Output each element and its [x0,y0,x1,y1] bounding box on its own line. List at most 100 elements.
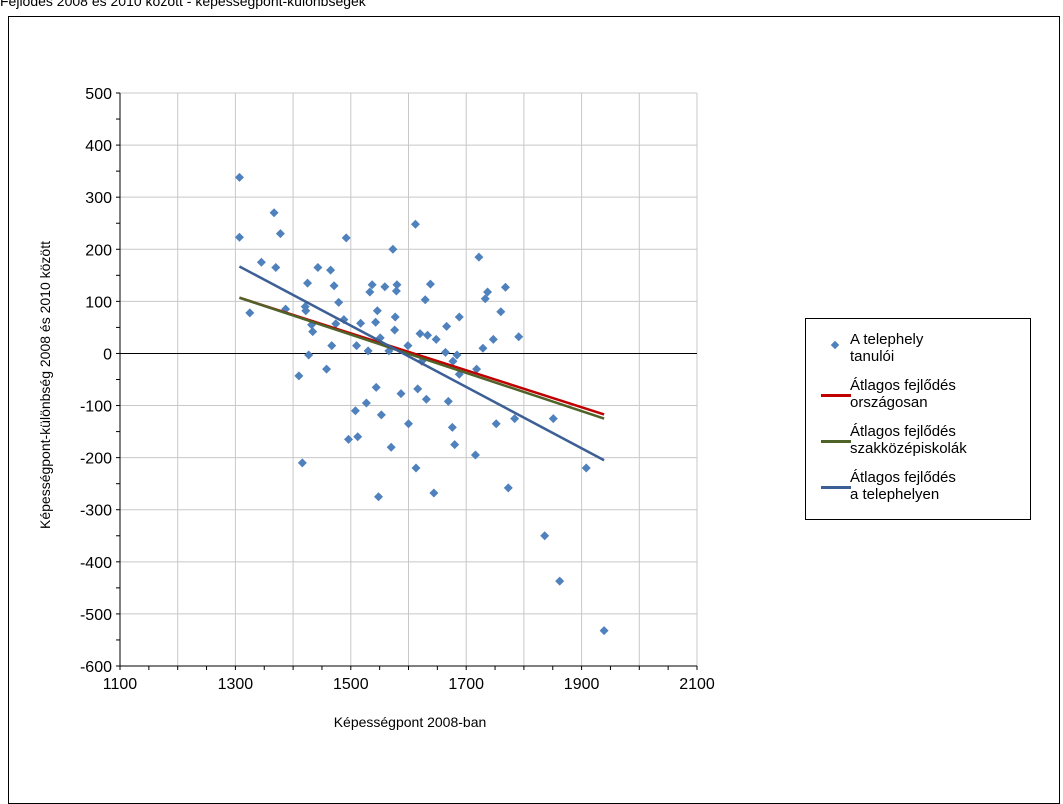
x-tick-label: 1300 [218,676,254,693]
y-axis-label: Képességpont-különbség 2008 és 2010 közö… [37,241,53,529]
data-point [350,406,360,416]
y-tick-label: -500 [80,607,112,624]
y-tick-label: -600 [80,659,112,676]
trend-line [239,296,605,420]
legend: A telephely tanulói Átlagos fejlődés ors… [805,318,1031,520]
data-point [510,414,520,424]
axes [116,92,698,670]
data-point [367,280,377,290]
y-tick-label: -300 [80,503,112,520]
data-point [304,350,314,360]
data-point [470,450,480,460]
data-point [448,356,458,366]
data-point [303,278,313,288]
x-tick-labels: 1100 1300 1500 1700 1900 2100 [103,676,715,693]
data-point [442,321,452,331]
data-point [491,419,501,429]
red-line-icon [821,394,851,397]
data-point [413,384,423,394]
data-point [425,279,435,289]
legend-label: tanulói [850,348,895,365]
data-point [480,294,490,304]
data-point [275,229,285,239]
legend-label: Átlagos fejlődés [850,469,956,486]
data-point [503,483,513,493]
blue-line-icon [821,486,851,489]
data-points [234,172,609,636]
data-point [581,463,591,473]
y-tick-label: 400 [85,138,112,155]
trend-line [238,265,605,462]
data-point [245,308,255,318]
data-point [373,492,383,502]
data-point [403,341,413,351]
x-tick-label: 1100 [103,676,138,693]
x-tick-label: 1900 [564,676,600,693]
diamond-marker-icon [830,340,840,350]
data-point [297,458,307,468]
legend-label: szakközépiskolák [850,440,967,457]
data-point [371,382,381,392]
data-point [388,244,398,254]
data-point [483,287,493,297]
legend-label: országosan [850,394,928,411]
data-point [420,295,430,305]
grid-lines [119,92,698,667]
data-point [234,232,244,242]
data-point [390,325,400,335]
y-tick-label: 200 [85,242,112,259]
data-point [415,329,425,339]
y-tick-label: -100 [80,399,112,416]
legend-label: A telephely [850,331,924,348]
data-point [352,341,362,351]
data-point [313,263,323,273]
data-point [308,327,318,337]
data-point [322,364,332,374]
data-point [376,410,386,420]
data-point [365,287,375,297]
data-point [331,319,341,329]
y-tick-label: -200 [80,451,112,468]
data-point [392,280,402,290]
data-point [327,341,337,351]
y-tick-label: 300 [85,190,112,207]
data-point [334,297,344,307]
data-point [421,394,431,404]
data-point [410,219,420,229]
x-axis-label: Képességpont 2008-ban [334,714,487,730]
data-point [269,208,279,218]
y-tick-label: -400 [80,555,112,572]
data-point [440,347,450,357]
x-tick-label: 1700 [448,676,484,693]
green-line-icon [821,440,851,443]
y-tick-labels: 500 400 300 200 100 0 -100 -200 -300 -400 -500 -600 [80,86,112,676]
data-point [356,318,366,328]
data-point [390,312,400,322]
data-point [500,282,510,292]
legend-item-vocational: Átlagos fejlődés szakközépiskolák [806,423,1020,457]
data-point [431,334,441,344]
data-point [496,307,506,317]
legend-item-site: Átlagos fejlődés a telephelyen [806,469,1020,503]
data-point [363,346,373,356]
y-tick-label: 500 [85,86,112,103]
data-point [326,265,336,275]
data-point [391,286,401,296]
data-point [386,442,396,452]
x-tick-label: 2100 [679,676,715,693]
y-tick-label: 100 [85,294,112,311]
data-point [411,463,421,473]
data-point [256,257,266,267]
data-point [478,343,488,353]
data-point [329,281,339,291]
data-point [548,414,558,424]
data-point [540,531,550,541]
data-point [429,488,439,498]
data-point [452,350,462,360]
y-tick-label: 0 [103,346,112,363]
data-point [294,371,304,381]
trend-lines [238,265,605,462]
data-point [472,364,482,374]
legend-label: Átlagos fejlődés [850,377,956,394]
legend-item-national: Átlagos fejlődés országosan [806,377,1020,411]
